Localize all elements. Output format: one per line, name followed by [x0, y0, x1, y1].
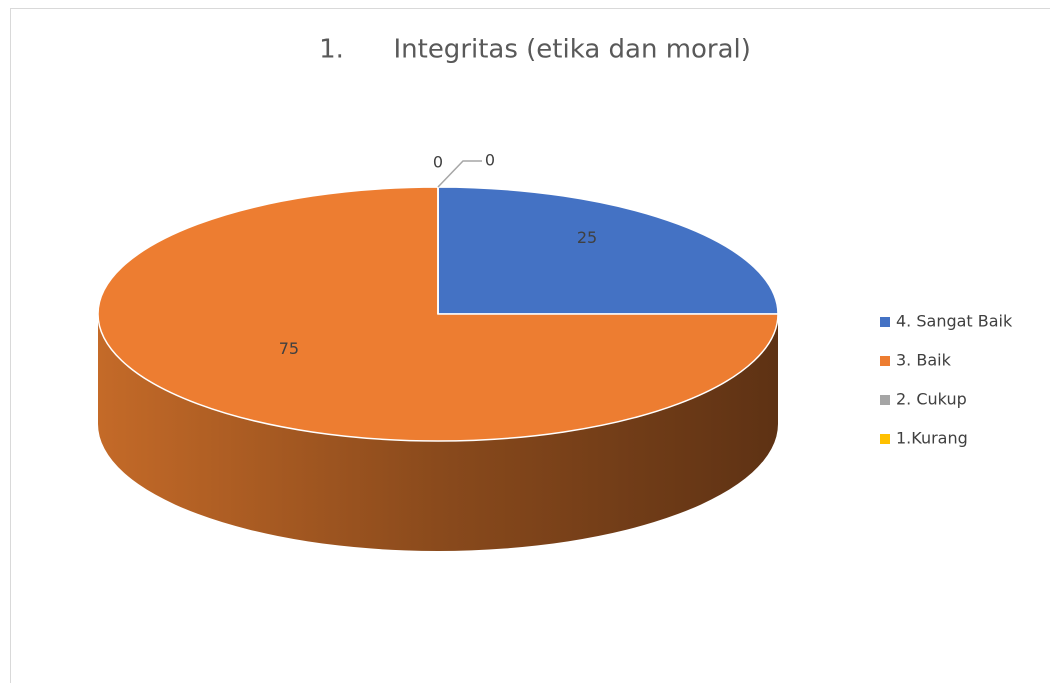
legend-label: 4. Sangat Baik — [896, 312, 1013, 331]
data-label: 0 — [433, 153, 443, 172]
data-label: 25 — [577, 228, 597, 247]
pie-side — [98, 314, 778, 551]
data-label: 0 — [485, 151, 495, 170]
legend-swatch — [880, 395, 890, 405]
legend-label: 3. Baik — [896, 351, 952, 370]
legend-label: 2. Cukup — [896, 390, 967, 409]
chart-title: 1. Integritas (etika dan moral) — [319, 35, 751, 65]
pie-slice — [437, 186, 779, 315]
legend-label: 1.Kurang — [896, 429, 968, 448]
legend-swatch — [880, 356, 890, 366]
leader-line — [437, 160, 482, 188]
legend-swatch — [880, 317, 890, 327]
data-label: 75 — [279, 339, 299, 358]
legend-swatch — [880, 434, 890, 444]
